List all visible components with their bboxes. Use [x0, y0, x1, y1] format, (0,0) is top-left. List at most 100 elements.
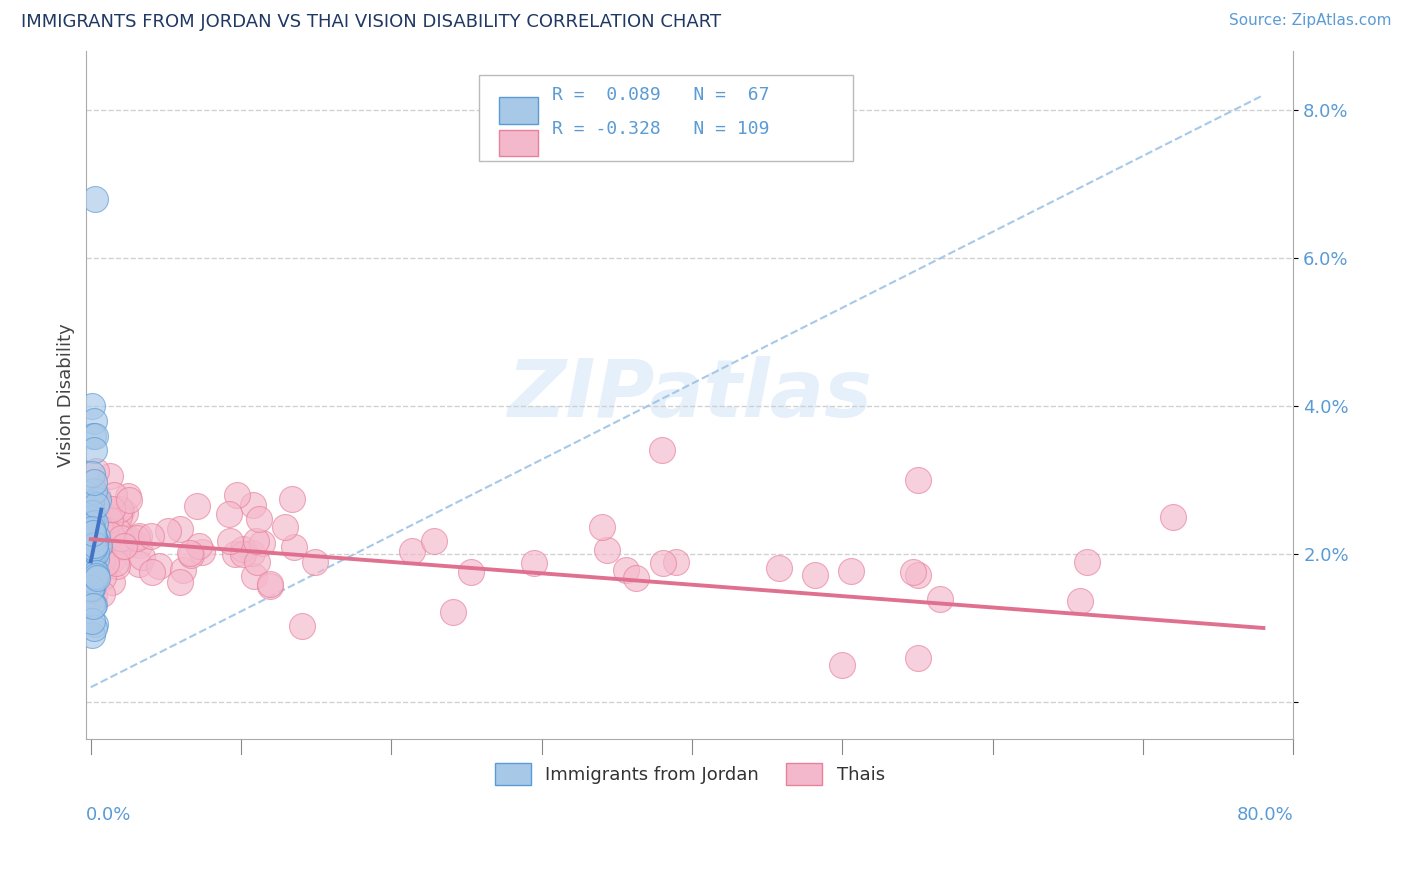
Point — [118, 493, 141, 508]
Text: ZIPatlas: ZIPatlas — [508, 356, 872, 434]
Point — [108, 501, 131, 516]
Point — [80, 538, 103, 552]
Point — [91, 554, 114, 568]
Point — [80, 582, 103, 596]
Point — [80, 496, 103, 510]
Point — [82, 537, 104, 551]
Point — [80, 506, 103, 520]
Point — [82, 614, 104, 628]
Point — [83, 574, 105, 589]
Point — [84, 552, 107, 566]
Text: 80.0%: 80.0% — [1237, 805, 1294, 823]
Point — [80, 555, 103, 569]
Point — [82, 555, 104, 569]
Point — [128, 538, 150, 552]
Point — [83, 483, 105, 498]
Point — [82, 399, 104, 413]
Point — [82, 512, 104, 526]
Point — [83, 537, 105, 551]
Point — [82, 549, 104, 564]
Point — [82, 628, 104, 642]
Point — [84, 569, 107, 583]
Point — [84, 537, 107, 551]
Point — [117, 489, 139, 503]
Point — [80, 554, 103, 568]
Point — [112, 540, 135, 554]
Point — [186, 499, 208, 513]
Point — [86, 507, 108, 521]
Point — [596, 543, 619, 558]
Point — [148, 558, 170, 573]
Point — [84, 465, 107, 479]
Point — [1069, 594, 1091, 608]
Point — [82, 428, 104, 442]
Point — [94, 523, 117, 537]
Point — [441, 605, 464, 619]
Point — [259, 577, 281, 591]
Point — [87, 540, 110, 554]
Point — [259, 579, 281, 593]
Point — [82, 560, 104, 574]
Point — [83, 621, 105, 635]
Point — [665, 555, 688, 569]
Point — [90, 587, 112, 601]
Point — [98, 513, 121, 527]
Point — [172, 563, 194, 577]
Point — [101, 553, 124, 567]
Point — [80, 467, 103, 481]
Point — [100, 528, 122, 542]
Point — [128, 529, 150, 543]
Point — [80, 511, 103, 525]
Point — [218, 534, 240, 549]
Point — [169, 522, 191, 536]
Point — [127, 532, 149, 546]
Point — [89, 521, 111, 535]
Text: IMMIGRANTS FROM JORDAN VS THAI VISION DISABILITY CORRELATION CHART: IMMIGRANTS FROM JORDAN VS THAI VISION DI… — [21, 13, 721, 31]
Text: 0.0%: 0.0% — [86, 805, 132, 823]
Point — [82, 525, 104, 540]
Point — [82, 522, 104, 536]
Point — [141, 566, 163, 580]
Point — [80, 519, 103, 533]
Point — [84, 566, 107, 581]
Point — [929, 591, 952, 606]
Point — [84, 504, 107, 518]
Text: R = -0.328   N = 109: R = -0.328 N = 109 — [553, 120, 769, 137]
Point — [108, 508, 131, 523]
Point — [84, 534, 107, 549]
Point — [80, 517, 103, 532]
FancyBboxPatch shape — [499, 130, 537, 156]
Point — [907, 568, 929, 582]
Point — [247, 512, 270, 526]
Point — [93, 524, 115, 539]
Point — [245, 533, 267, 548]
Point — [107, 524, 129, 538]
Point — [86, 530, 108, 544]
Point — [83, 529, 105, 543]
Point — [80, 537, 103, 551]
Point — [901, 565, 924, 579]
Point — [82, 541, 104, 556]
Point — [117, 531, 139, 545]
Point — [652, 556, 675, 570]
Point — [232, 547, 254, 561]
Point — [83, 563, 105, 577]
Point — [841, 565, 863, 579]
Point — [591, 519, 613, 533]
Point — [82, 531, 104, 545]
Point — [304, 555, 326, 569]
Point — [82, 531, 104, 545]
Point — [1076, 556, 1098, 570]
Point — [98, 469, 121, 483]
Point — [180, 549, 202, 563]
Point — [120, 533, 142, 548]
Point — [103, 488, 125, 502]
Text: R =  0.089   N =  67: R = 0.089 N = 67 — [553, 87, 769, 104]
Point — [82, 522, 104, 536]
Point — [80, 532, 103, 546]
Point — [84, 428, 107, 442]
Point — [105, 559, 128, 574]
Point — [110, 531, 132, 545]
Point — [907, 650, 929, 665]
FancyBboxPatch shape — [499, 97, 537, 124]
